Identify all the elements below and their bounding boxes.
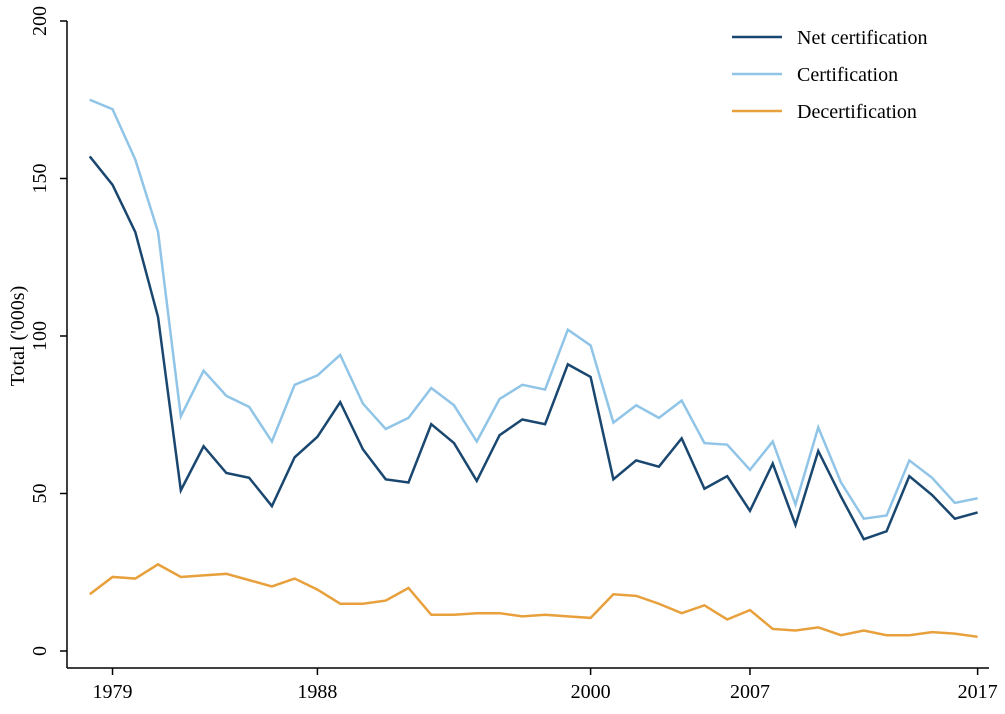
x-tick-label: 1988 <box>297 681 337 703</box>
legend-label: Decertification <box>797 101 917 123</box>
legend-label: Certification <box>797 64 898 86</box>
y-tick-label: 150 <box>29 163 51 193</box>
x-tick-label: 2000 <box>571 681 611 703</box>
x-tick-label: 1979 <box>93 681 133 703</box>
legend-label: Net certification <box>797 27 928 49</box>
y-tick-label: 100 <box>29 321 51 351</box>
y-axis-label: Total ('000s) <box>7 286 29 387</box>
line-series <box>89 562 978 639</box>
y-tick-label: 50 <box>29 483 51 503</box>
y-tick-label: 0 <box>29 646 51 656</box>
line-series <box>89 98 978 521</box>
line-series <box>88 155 978 541</box>
x-tick-label: 2017 <box>958 681 998 703</box>
y-tick-label: 200 <box>29 6 51 36</box>
x-tick-label: 2007 <box>730 681 770 703</box>
